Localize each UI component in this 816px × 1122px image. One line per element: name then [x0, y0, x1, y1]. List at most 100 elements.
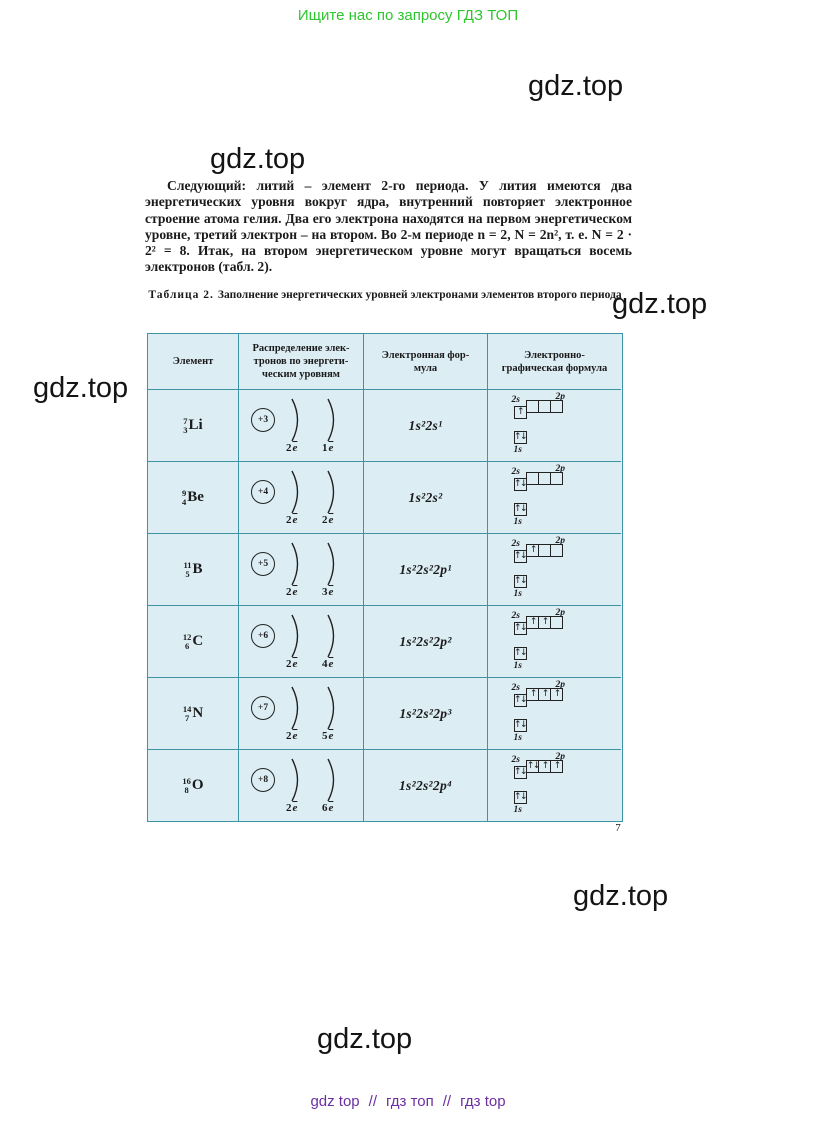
- atomic-number: 5: [185, 568, 190, 579]
- shell-electron-count: 1e: [322, 441, 334, 454]
- distribution-cell: +8 2e 6e: [238, 749, 363, 821]
- orbital-box-1s: ↑↓: [513, 646, 528, 660]
- label-1s: 1s: [513, 804, 522, 815]
- orbital-boxes-2p: ↑ ↑: [526, 615, 564, 629]
- orbital-diagram-cell: 2s 2p ↑↓ ↑↓ 1s: [487, 461, 621, 533]
- watermark: gdz.top: [33, 372, 129, 404]
- mass-and-charge: 14 7: [183, 705, 192, 722]
- footer-link: гдз top: [460, 1093, 506, 1110]
- electron-shell-arc-icon: [291, 614, 299, 657]
- electronic-formula: 1s²2s²2p¹: [399, 561, 452, 577]
- element-symbol: 14 7 N: [183, 705, 203, 722]
- electron-symbol: e: [328, 801, 334, 814]
- electron-symbol: e: [328, 441, 334, 454]
- shell-electron-count: 2e: [286, 513, 298, 526]
- formula-cell: 1s²2s²2p²: [363, 605, 487, 677]
- shell-electron-count: 2e: [286, 657, 298, 670]
- orbital-diagram-cell: 2s 2p ↑↓ ↑ ↑ ↑↓ 1s: [487, 605, 621, 677]
- orbital-box-2s: ↑↓: [513, 549, 528, 563]
- symbol: B: [192, 561, 203, 577]
- orbital-box-2p: [550, 543, 564, 557]
- formula-cell: 1s²2s²2p¹: [363, 533, 487, 605]
- body-paragraph: Следующий: литий – элемент 2-го периода.…: [145, 178, 632, 275]
- orbital-box-2s: ↑↓: [513, 477, 528, 491]
- orbital-diagram: 2s 2p ↑↓ ↑↓ 1s: [512, 464, 598, 530]
- formula-cell: 1s²2s²2p³: [363, 677, 487, 749]
- table-row: 14 7 N +7 2e 5e 1s²2s²2p³ 2s 2p ↑↓ ↑ ↑ ↑: [148, 677, 622, 749]
- nucleus-charge: +8: [251, 767, 275, 792]
- distribution-cell: +3 2e 1e: [238, 389, 363, 461]
- outer-shell: 2e: [321, 469, 351, 527]
- element-symbol: 12 6 C: [183, 633, 203, 650]
- table-row: 9 4 Be +4 2e 2e 1s²2s² 2s 2p ↑↓: [148, 461, 622, 533]
- watermark: gdz.top: [210, 143, 306, 175]
- mass-number: 14: [182, 704, 192, 714]
- orbital-box-1s: ↑↓: [513, 574, 528, 588]
- label-2p: 2p: [555, 751, 566, 762]
- orbital-diagram: 2s 2p ↑ ↑↓ 1s: [512, 391, 598, 458]
- table-row: 7 3 Li +3 2e 1e 1s²2s¹ 2s 2p ↑: [148, 389, 622, 461]
- shell-electron-count: 2e: [286, 585, 298, 598]
- nucleus-charge: +3: [251, 407, 275, 432]
- distribution-cell: +5 2e 3e: [238, 533, 363, 605]
- electron-symbol: e: [292, 801, 298, 814]
- element-cell: 7 3 Li: [148, 389, 238, 461]
- watermark: gdz.top: [317, 1023, 413, 1055]
- atomic-number: 8: [184, 784, 189, 795]
- footer-separator: //: [442, 1093, 452, 1110]
- electronic-formula: 1s²2s²2p²: [399, 633, 452, 649]
- label-2p: 2p: [555, 607, 566, 618]
- orbital-diagram: 2s 2p ↑↓ ↑ ↑ ↑ ↑↓ 1s: [512, 680, 598, 746]
- orbital-box-2p: [550, 471, 564, 485]
- orbital-diagram-cell: 2s 2p ↑ ↑↓ 1s: [487, 389, 621, 461]
- nucleus-charge: +4: [251, 479, 275, 504]
- symbol: Be: [187, 489, 204, 505]
- column-header-formula: Электронная фор- мула: [363, 334, 487, 389]
- electron-symbol: e: [328, 513, 334, 526]
- table-header-row: Элемент Распределение элек- тронов по эн…: [148, 334, 622, 389]
- shell-electron-count: 2e: [286, 801, 298, 814]
- mass-and-charge: 16 8: [182, 777, 191, 794]
- mass-number: 9: [182, 488, 187, 498]
- electron-symbol: e: [328, 585, 334, 598]
- orbital-boxes-2p: ↑: [526, 543, 564, 557]
- shell-electron-count: 2e: [286, 441, 298, 454]
- label-2p: 2p: [555, 391, 566, 402]
- orbital-box-1s: ↑↓: [513, 718, 528, 732]
- label-1s: 1s: [513, 732, 522, 743]
- electron-symbol: e: [292, 513, 298, 526]
- mass-number: 12: [182, 632, 192, 642]
- orbital-box-2p: ↑: [550, 687, 564, 701]
- electron-shell-arc-icon: [327, 758, 335, 801]
- search-hint-banner: Ищите нас по запросу ГДЗ ТОП: [297, 7, 519, 24]
- element-cell: 14 7 N: [148, 677, 238, 749]
- atomic-number: 7: [184, 712, 190, 723]
- orbital-boxes-2p: [526, 471, 564, 485]
- mass-and-charge: 12 6: [183, 633, 192, 650]
- electron-shell-arc-icon: [291, 542, 299, 585]
- watermark: gdz.top: [612, 288, 708, 320]
- table-row: 11 5 B +5 2e 3e 1s²2s²2p¹ 2s 2p ↑↓ ↑: [148, 533, 622, 605]
- inner-shell: 2e: [285, 541, 315, 599]
- orbital-box-1s: ↑↓: [513, 790, 528, 804]
- footer-links: gdz top // гдз топ // гдз top: [0, 1093, 816, 1110]
- formula-cell: 1s²2s¹: [363, 389, 487, 461]
- element-symbol: 16 8 O: [182, 777, 203, 794]
- element-cell: 9 4 Be: [148, 461, 238, 533]
- table-caption-label: Таблица 2.: [148, 289, 214, 301]
- symbol: O: [191, 777, 204, 793]
- orbital-boxes-2p: [526, 399, 564, 413]
- label-2s: 2s: [511, 754, 520, 765]
- electron-shell-arc-icon: [327, 470, 335, 513]
- footer-link: gdz top: [310, 1093, 360, 1110]
- electron-shell-arc-icon: [291, 686, 299, 729]
- nucleus-charge: +7: [251, 695, 275, 720]
- orbital-box-2p: ↑: [550, 759, 564, 773]
- electron-symbol: e: [292, 657, 298, 670]
- nucleus-charge: +6: [251, 623, 275, 648]
- outer-shell: 4e: [321, 613, 351, 671]
- table-row: 16 8 O +8 2e 6e 1s²2s²2p⁴ 2s 2p ↑↓ ↑↓ ↑ ↑: [148, 749, 622, 821]
- electron-shell-arc-icon: [327, 398, 335, 441]
- inner-shell: 2e: [285, 613, 315, 671]
- label-1s: 1s: [513, 660, 522, 671]
